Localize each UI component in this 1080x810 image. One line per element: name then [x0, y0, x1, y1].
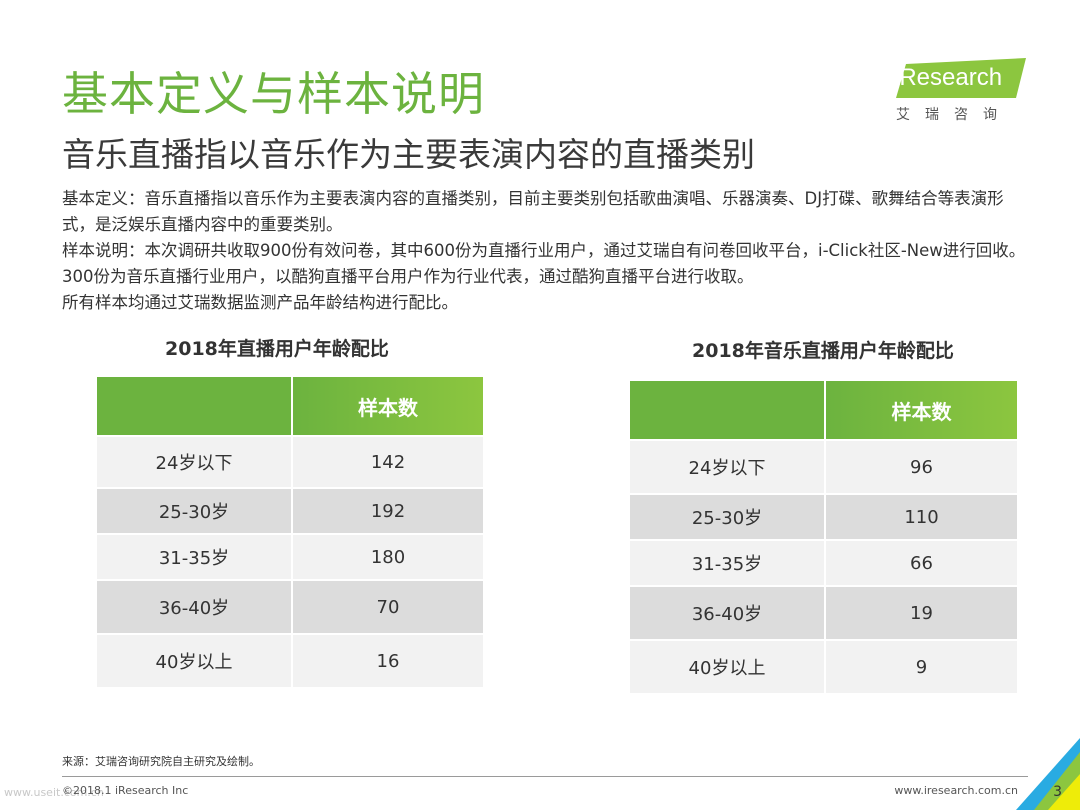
watermark-text: www.useit.com.cn	[4, 786, 104, 799]
sample-count-cell: 66	[824, 539, 1017, 585]
table-row: 25-30岁 192	[97, 487, 483, 533]
copyright-text: ©2018.1 iResearch Inc	[62, 784, 189, 797]
right-table-title: 2018年音乐直播用户年龄配比	[692, 340, 954, 362]
sample-count-cell: 96	[824, 439, 1017, 493]
age-group-cell: 25-30岁	[630, 493, 824, 539]
age-group-cell: 24岁以下	[630, 439, 824, 493]
left-table-title: 2018年直播用户年龄配比	[165, 338, 389, 360]
page-title: 基本定义与样本说明	[62, 67, 485, 121]
table-row: 36-40岁 70	[97, 579, 483, 633]
footer-divider	[62, 776, 1028, 777]
table-header-empty	[97, 377, 291, 435]
ratio-paragraph: 所有样本均通过艾瑞数据监测产品年龄结构进行配比。	[62, 293, 458, 312]
table-row: 40岁以上 16	[97, 633, 483, 687]
definition-paragraph: 基本定义：音乐直播指以音乐作为主要表演内容的直播类别，目前主要类别包括歌曲演唱、…	[62, 189, 1004, 234]
age-group-cell: 36-40岁	[97, 579, 291, 633]
table-row: 31-35岁 180	[97, 533, 483, 579]
logo-brand-text: iResearch	[894, 64, 1002, 92]
music-live-user-age-table: 样本数 24岁以下 96 25-30岁 110 31-35岁 66 36-40岁…	[630, 381, 1017, 693]
age-group-cell: 36-40岁	[630, 585, 824, 639]
logo-brand-word: iResearch	[894, 64, 1003, 91]
sample-count-cell: 110	[824, 493, 1017, 539]
sample-count-cell: 142	[291, 435, 483, 487]
source-note: 来源：艾瑞咨询研究院自主研究及绘制。	[62, 755, 260, 768]
sample-count-cell: 16	[291, 633, 483, 687]
age-group-cell: 24岁以下	[97, 435, 291, 487]
sample-count-cell: 192	[291, 487, 483, 533]
age-group-cell: 31-35岁	[97, 533, 291, 579]
age-group-cell: 25-30岁	[97, 487, 291, 533]
table-header-sample-count: 样本数	[824, 381, 1017, 439]
table-row: 25-30岁 110	[630, 493, 1017, 539]
table-row: 24岁以下 142	[97, 435, 483, 487]
page-number: 3	[1053, 784, 1062, 800]
corner-decoration	[1016, 738, 1080, 810]
sample-count-cell: 180	[291, 533, 483, 579]
sample-count-cell: 9	[824, 639, 1017, 693]
table-row: 36-40岁 19	[630, 585, 1017, 639]
age-group-cell: 40岁以上	[97, 633, 291, 687]
table-row: 31-35岁 66	[630, 539, 1017, 585]
page-subtitle: 音乐直播指以音乐作为主要表演内容的直播类别	[62, 135, 755, 174]
sample-paragraph: 样本说明：本次调研共收取900份有效问卷，其中600份为直播行业用户，通过艾瑞自…	[62, 241, 1026, 286]
logo-banner-shape	[896, 58, 1026, 98]
logo-cn-text: 艾瑞咨询	[896, 107, 1012, 123]
description-block: 基本定义：音乐直播指以音乐作为主要表演内容的直播类别，目前主要类别包括歌曲演唱、…	[62, 186, 1032, 316]
live-user-age-table: 样本数 24岁以下 142 25-30岁 192 31-35岁 180 36-4…	[97, 377, 483, 687]
sample-count-cell: 19	[824, 585, 1017, 639]
table-row: 40岁以上 9	[630, 639, 1017, 693]
sample-count-cell: 70	[291, 579, 483, 633]
table-row: 24岁以下 96	[630, 439, 1017, 493]
age-group-cell: 31-35岁	[630, 539, 824, 585]
age-group-cell: 40岁以上	[630, 639, 824, 693]
iresearch-logo: iResearch 艾瑞咨询	[888, 58, 1028, 124]
table-header-sample-count: 样本数	[291, 377, 483, 435]
table-header-empty	[630, 381, 824, 439]
website-link[interactable]: www.iresearch.com.cn	[894, 784, 1018, 797]
